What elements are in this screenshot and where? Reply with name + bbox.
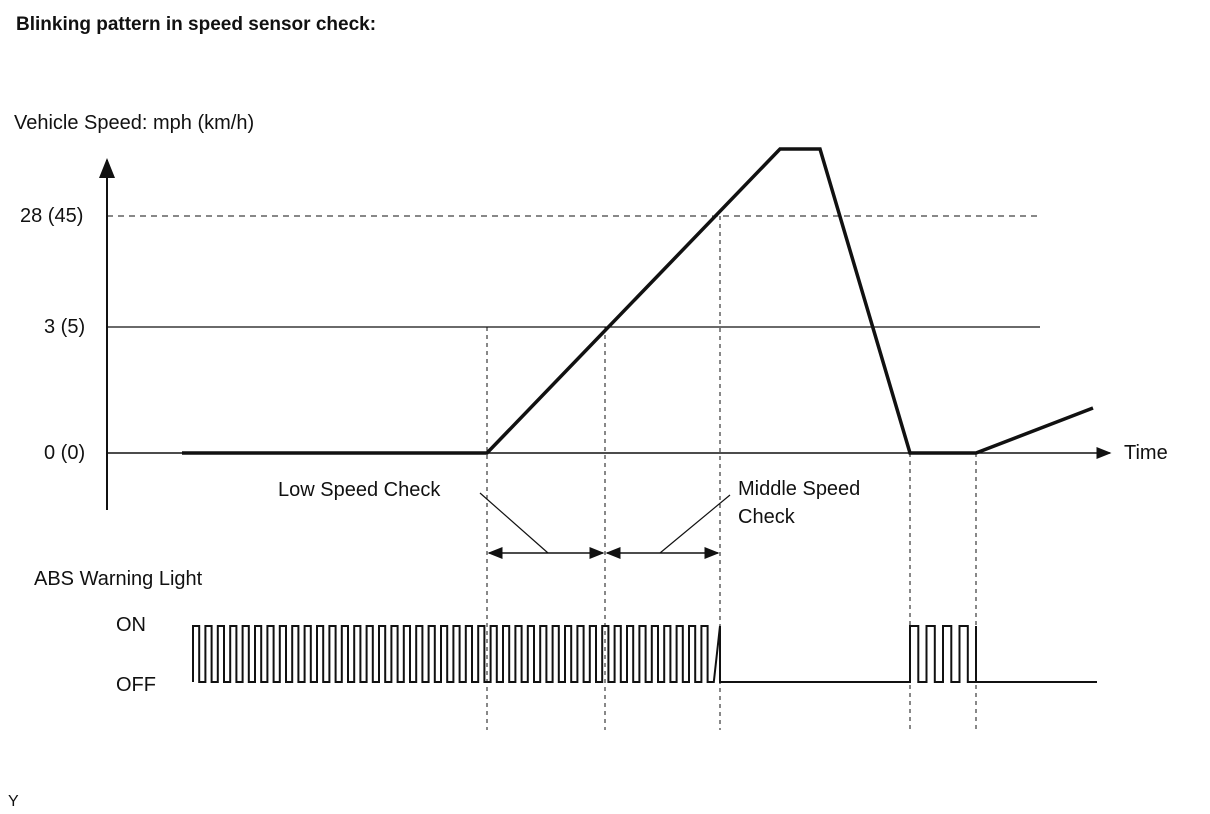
low-speed-check-leader — [479, 492, 549, 554]
y-tick-3-5: 3 (5) — [44, 316, 85, 338]
low-speed-check-label: Low Speed Check — [278, 479, 441, 501]
y-tick-0-0: 0 (0) — [44, 442, 85, 464]
y-axis-label: Vehicle Speed: mph (km/h) — [14, 112, 254, 134]
abs-on-label: ON — [116, 614, 146, 636]
diagram-title: Blinking pattern in speed sensor check: — [16, 14, 376, 35]
x-axis-label: Time — [1124, 442, 1168, 464]
middle-speed-check-label-line1: Middle Speed — [738, 478, 860, 500]
time-guide-lines — [486, 216, 977, 730]
vehicle-speed-curve — [182, 147, 1094, 455]
abs-off-label: OFF — [116, 674, 156, 696]
corner-mark: Y — [8, 793, 19, 810]
middle-speed-check-leader — [659, 494, 731, 554]
abs-warning-light-label: ABS Warning Light — [34, 568, 203, 590]
abs-warning-light-signal — [192, 625, 1097, 683]
middle-speed-check-label-line2: Check — [738, 506, 796, 528]
y-tick-28-45: 28 (45) — [20, 205, 83, 227]
